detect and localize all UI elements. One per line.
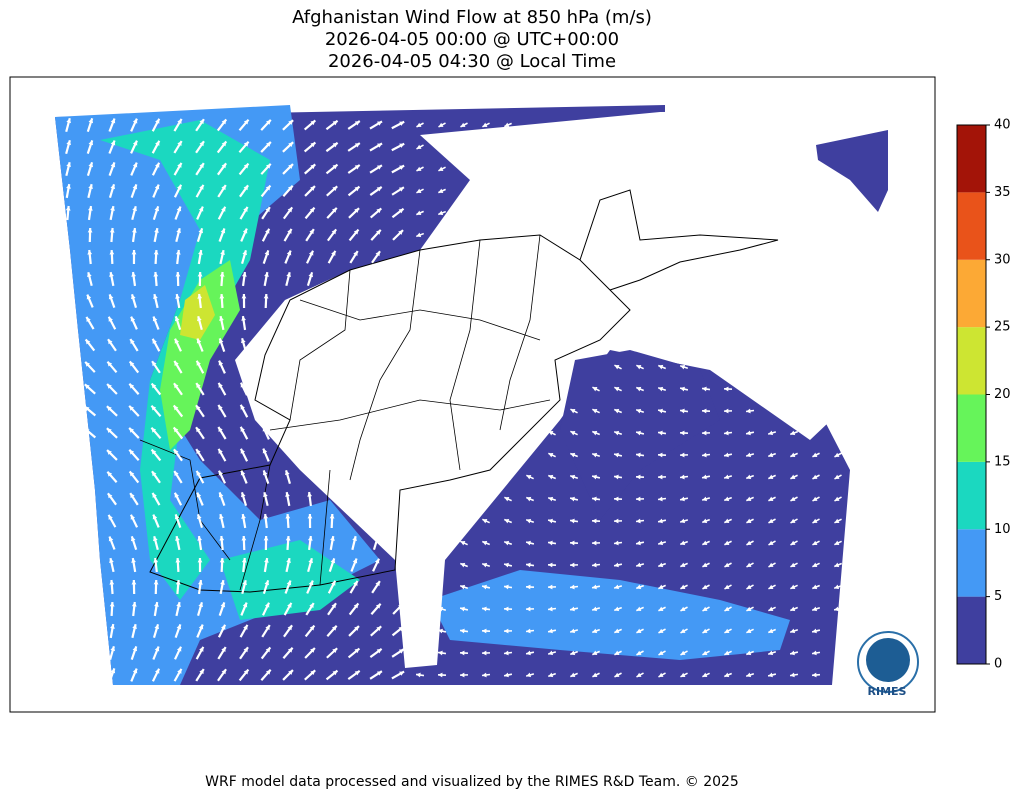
logo-globe: [866, 638, 910, 682]
title-line: Afghanistan Wind Flow at 850 hPa (m/s): [292, 7, 652, 28]
colorbar: 0 5 10 15 20 25 30 35 40: [957, 118, 1011, 672]
map: RIMES: [10, 77, 935, 712]
colorbar-tick-label: 40: [994, 118, 1011, 133]
title-line: 2026-04-05 00:00 @ UTC+00:00: [325, 29, 619, 50]
colorbar-tick-label: 30: [994, 252, 1011, 267]
colorbar-bin: [957, 260, 986, 327]
colorbar-tick-label: 5: [994, 589, 1002, 604]
colorbar-bin: [957, 395, 986, 462]
colorbar-bin: [957, 192, 986, 259]
colorbar-bin: [957, 597, 986, 664]
colorbar-tick-label: 20: [994, 387, 1011, 402]
logo-text: RIMES: [868, 685, 907, 698]
footer: WRF model data processed and visualized …: [205, 774, 739, 790]
colorbar-tick-label: 10: [994, 522, 1011, 537]
colorbar-bin: [957, 327, 986, 394]
colorbar-tick-label: 25: [994, 320, 1011, 335]
colorbar-tick-label: 35: [994, 185, 1011, 200]
colorbar-tick-label: 0: [994, 657, 1002, 672]
colorbar-bin: [957, 462, 986, 529]
colorbar-bin: [957, 529, 986, 596]
colorbar-bin: [957, 125, 986, 192]
title-line: 2026-04-05 04:30 @ Local Time: [328, 51, 616, 72]
colorbar-tick-label: 15: [994, 454, 1011, 469]
